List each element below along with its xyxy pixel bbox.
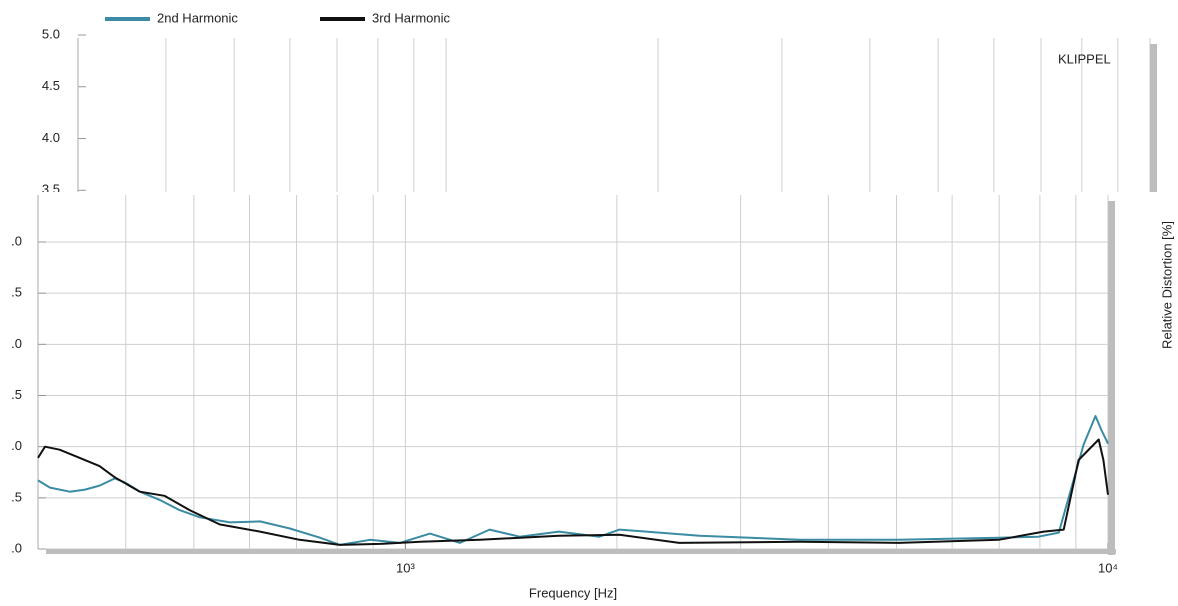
y-tick-label: .0 [11,540,22,555]
legend-label: 2nd Harmonic [157,10,238,25]
y-tick-label: .5 [11,489,22,504]
y-tick-label: .0 [11,233,22,248]
y-tick-label: .0 [11,438,22,453]
data-line [37,438,1109,546]
main-panel: .0 .5 .0 .5 .0 .5 .0 10³ 10⁴ Frequency [Hz] Relati… [11,195,1174,600]
y-tick-label: 5.0 [42,26,60,41]
panel-shadow [46,549,1116,554]
y-tick-label: 4.5 [42,78,60,93]
x-tick-label: 10³ [396,560,415,575]
main-background [0,192,1178,606]
legend: 2nd Harmonic 3rd Harmonic [105,10,451,25]
y-tick-label: .0 [11,336,22,351]
y-tick-label: 4.0 [42,130,60,145]
legend-label: 3rd Harmonic [372,10,451,25]
x-tick-label: 10⁴ [1098,560,1118,575]
y-tick-label: .5 [11,285,22,300]
y-axis-title: Relative Distortion [%] [1159,221,1174,349]
panel-shadow [1108,201,1115,555]
x-axis-title: Frequency [Hz] [529,585,617,600]
annotation: KLIPPEL [1058,51,1111,66]
panel-shadow [1150,44,1157,217]
y-tick-label: .5 [11,387,22,402]
